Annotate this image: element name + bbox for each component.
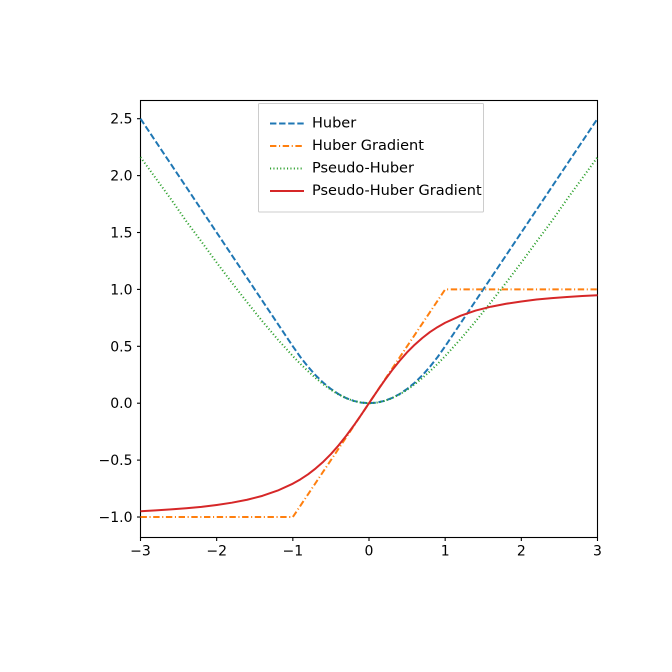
legend-label: Huber Gradient xyxy=(312,138,424,154)
y-tick-label: 1.0 xyxy=(110,282,132,298)
series-line-pseudo-huber-gradient xyxy=(140,294,598,513)
x-tick-label: 3 xyxy=(593,544,602,560)
legend-label: Huber xyxy=(312,116,356,132)
legend: Huber Huber Gradient Pseudo-Huber Pseudo-Hu… xyxy=(258,103,484,213)
y-tick-label: 1.5 xyxy=(110,226,132,242)
x-tick-label: 2 xyxy=(517,544,526,560)
y-tick-label: 2.5 xyxy=(110,112,132,128)
data-series-group xyxy=(139,118,599,519)
y-tick-label: 2.0 xyxy=(110,169,132,185)
y-tick-label: 0.5 xyxy=(110,339,132,355)
series-line-pseudo-huber xyxy=(139,156,599,405)
x-tick-label: 1 xyxy=(441,544,450,560)
y-axis-ticks: −1.0 −0.5 0.0 0.5 1.0 1.5 2.0 2.5 xyxy=(99,112,141,526)
x-tick-label: −1 xyxy=(283,544,304,560)
x-axis-ticks: −3 −2 −1 0 1 2 3 xyxy=(130,537,602,560)
legend-label: Pseudo-Huber Gradient xyxy=(312,183,482,199)
legend-box xyxy=(258,103,484,213)
legend-label: Pseudo-Huber xyxy=(312,161,414,177)
x-tick-label: 0 xyxy=(365,544,374,560)
y-tick-label: −1.0 xyxy=(99,510,133,526)
x-tick-label: −2 xyxy=(206,544,227,560)
y-tick-label: 0.0 xyxy=(110,396,132,412)
x-tick-label: −3 xyxy=(130,544,151,560)
y-tick-label: −0.5 xyxy=(99,453,133,469)
axes: −3 −2 −1 0 1 2 3 −1.0 −0.5 0.0 0.5 1.0 1.5 2.0 2.5 xyxy=(99,99,602,560)
series-line-huber xyxy=(139,118,599,405)
